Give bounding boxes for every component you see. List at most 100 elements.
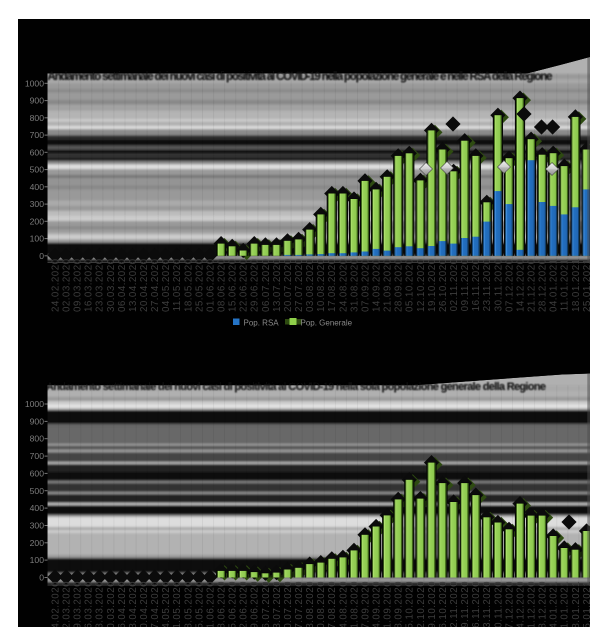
svg-text:06.04.2020: 06.04.2020	[117, 581, 128, 635]
svg-text:31.08.2020: 31.08.2020	[349, 258, 360, 312]
svg-text:20.07.2020: 20.07.2020	[283, 258, 294, 312]
svg-text:07.12.2020: 07.12.2020	[504, 581, 515, 635]
svg-text:06.07.2020: 06.07.2020	[261, 258, 272, 312]
svg-text:04.01.2021: 04.01.2021	[549, 581, 560, 635]
svg-text:0: 0	[39, 573, 44, 583]
svg-text:17.08.2020: 17.08.2020	[327, 581, 338, 635]
svg-text:300: 300	[30, 521, 45, 531]
svg-text:1000: 1000	[25, 78, 44, 88]
svg-text:13.07.2020: 13.07.2020	[272, 581, 283, 635]
svg-text:19.10.2020: 19.10.2020	[427, 581, 438, 635]
svg-text:18.01.2021: 18.01.2021	[571, 259, 582, 313]
svg-text:11.05.2020: 11.05.2020	[172, 258, 183, 311]
svg-text:06.07.2020: 06.07.2020	[261, 581, 272, 635]
svg-text:17.08.2020: 17.08.2020	[327, 258, 338, 312]
svg-text:29.06.2020: 29.06.2020	[250, 581, 261, 635]
svg-text:700: 700	[30, 451, 45, 461]
svg-text:13.04.2020: 13.04.2020	[128, 581, 139, 635]
svg-text:600: 600	[30, 147, 45, 157]
svg-text:400: 400	[30, 503, 45, 513]
svg-text:30.11.2020: 30.11.2020	[493, 258, 504, 311]
svg-text:23.03.2020: 23.03.2020	[95, 258, 106, 312]
svg-text:100: 100	[30, 555, 45, 565]
svg-text:10.08.2020: 10.08.2020	[316, 258, 327, 312]
svg-text:10.08.2020: 10.08.2020	[316, 581, 327, 635]
svg-text:26.10.2020: 26.10.2020	[438, 581, 449, 635]
svg-text:11.01.2021: 11.01.2021	[560, 259, 571, 312]
svg-text:02.03.2020: 02.03.2020	[62, 258, 73, 312]
svg-text:29.06.2020: 29.06.2020	[250, 258, 261, 312]
svg-text:08.06.2020: 08.06.2020	[217, 258, 228, 312]
svg-text:03.08.2020: 03.08.2020	[305, 581, 316, 635]
svg-text:28.12.2020: 28.12.2020	[538, 581, 549, 635]
svg-text:07.12.2020: 07.12.2020	[504, 258, 515, 312]
svg-text:28.09.2020: 28.09.2020	[394, 258, 405, 312]
svg-text:18.05.2020: 18.05.2020	[183, 258, 194, 312]
svg-text:07.09.2020: 07.09.2020	[360, 258, 371, 312]
svg-text:18.05.2020: 18.05.2020	[183, 581, 194, 635]
svg-text:27.04.2020: 27.04.2020	[150, 581, 161, 635]
svg-text:28.09.2020: 28.09.2020	[394, 581, 405, 635]
svg-text:28.12.2020: 28.12.2020	[538, 258, 549, 312]
svg-text:09.11.2020: 09.11.2020	[460, 581, 471, 634]
svg-text:30.03.2020: 30.03.2020	[106, 258, 117, 312]
svg-text:25.05.2020: 25.05.2020	[194, 581, 205, 635]
svg-text:16.03.2020: 16.03.2020	[84, 581, 95, 635]
svg-text:200: 200	[30, 538, 45, 548]
svg-text:11.05.2020: 11.05.2020	[172, 581, 183, 634]
svg-text:21.12.2020: 21.12.2020	[527, 258, 538, 312]
svg-text:600: 600	[30, 468, 45, 478]
svg-text:800: 800	[30, 113, 45, 123]
svg-text:03.08.2020: 03.08.2020	[305, 258, 316, 312]
svg-text:18.01.2021: 18.01.2021	[571, 581, 582, 635]
svg-text:25.01.2021: 25.01.2021	[582, 259, 593, 313]
svg-text:30.03.2020: 30.03.2020	[106, 581, 117, 635]
svg-text:30.11.2020: 30.11.2020	[493, 581, 504, 634]
svg-text:09.03.2020: 09.03.2020	[73, 581, 84, 635]
svg-text:24.08.2020: 24.08.2020	[338, 258, 349, 312]
svg-text:16.03.2020: 16.03.2020	[84, 258, 95, 312]
svg-text:25.05.2020: 25.05.2020	[194, 258, 205, 312]
svg-text:31.08.2020: 31.08.2020	[349, 581, 360, 635]
svg-text:13.04.2020: 13.04.2020	[128, 258, 139, 312]
svg-text:500: 500	[30, 165, 45, 175]
svg-text:01.06.2020: 01.06.2020	[205, 258, 216, 312]
svg-text:08.06.2020: 08.06.2020	[217, 581, 228, 635]
svg-text:22.06.2020: 22.06.2020	[239, 581, 250, 635]
svg-text:20.04.2020: 20.04.2020	[139, 581, 150, 635]
svg-text:14.12.2020: 14.12.2020	[515, 258, 526, 312]
svg-text:14.09.2020: 14.09.2020	[372, 581, 383, 635]
svg-text:14.12.2020: 14.12.2020	[515, 581, 526, 635]
svg-text:25.01.2021: 25.01.2021	[582, 581, 593, 635]
svg-text:21.09.2020: 21.09.2020	[383, 258, 394, 312]
svg-text:02.03.2020: 02.03.2020	[62, 581, 73, 635]
svg-text:900: 900	[30, 96, 45, 106]
svg-text:04.01.2021: 04.01.2021	[549, 259, 560, 313]
svg-text:05.10.2020: 05.10.2020	[405, 581, 416, 635]
svg-text:900: 900	[30, 416, 45, 426]
svg-text:24.08.2020: 24.08.2020	[338, 581, 349, 635]
svg-text:500: 500	[30, 486, 45, 496]
svg-text:700: 700	[30, 130, 45, 140]
svg-text:13.07.2020: 13.07.2020	[272, 258, 283, 312]
svg-text:26.10.2020: 26.10.2020	[438, 258, 449, 312]
svg-text:24.02.2020: 24.02.2020	[50, 581, 61, 635]
svg-text:02.11.2020: 02.11.2020	[449, 581, 460, 634]
svg-text:300: 300	[30, 199, 45, 209]
svg-text:400: 400	[30, 182, 45, 192]
svg-text:23.11.2020: 23.11.2020	[482, 258, 493, 311]
svg-text:16.11.2020: 16.11.2020	[471, 258, 482, 311]
svg-text:1000: 1000	[25, 399, 44, 409]
svg-text:05.10.2020: 05.10.2020	[405, 258, 416, 312]
svg-text:21.12.2020: 21.12.2020	[527, 581, 538, 635]
svg-text:100: 100	[30, 234, 45, 244]
svg-text:02.11.2020: 02.11.2020	[449, 258, 460, 311]
svg-text:09.03.2020: 09.03.2020	[73, 258, 84, 312]
svg-text:14.09.2020: 14.09.2020	[372, 258, 383, 312]
svg-text:09.11.2020: 09.11.2020	[460, 258, 471, 311]
svg-text:12.10.2020: 12.10.2020	[416, 581, 427, 635]
svg-text:15.06.2020: 15.06.2020	[228, 581, 239, 635]
svg-text:07.09.2020: 07.09.2020	[360, 581, 371, 635]
svg-text:20.07.2020: 20.07.2020	[283, 581, 294, 635]
svg-text:04.05.2020: 04.05.2020	[161, 581, 172, 635]
